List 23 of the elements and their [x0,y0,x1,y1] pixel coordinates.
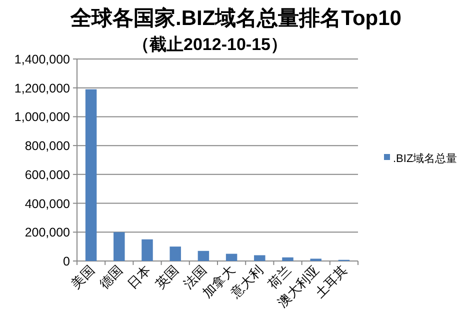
bar [282,257,294,261]
x-tick-label: 德国 [96,262,126,292]
y-tick-label: 800,000 [24,139,70,154]
x-tick-label: 美国 [68,262,98,292]
y-tick-label: 600,000 [24,168,70,182]
y-tick-label: 200,000 [24,226,70,240]
bar [85,89,97,261]
bar [142,239,153,261]
bar [226,254,238,261]
y-tick-label: 0 [63,254,70,268]
y-tick-label: 1,400,000 [14,52,70,66]
bar [114,232,125,261]
y-tick-label: 1,000,000 [14,110,70,124]
chart-title: 全球各国家.BIZ域名总量排名Top10 [70,6,402,30]
x-tick-label: 英国 [152,262,182,292]
y-tick-label: 400,000 [24,196,70,211]
bar [198,250,210,261]
x-tick-label: 日本 [124,262,154,292]
y-tick-label: 1,200,000 [14,81,70,96]
bar [170,246,181,261]
bar [254,255,266,261]
chart-subtitle: （截止2012-10-15） [132,35,288,54]
legend-label: .BIZ域名总量 [393,152,458,165]
